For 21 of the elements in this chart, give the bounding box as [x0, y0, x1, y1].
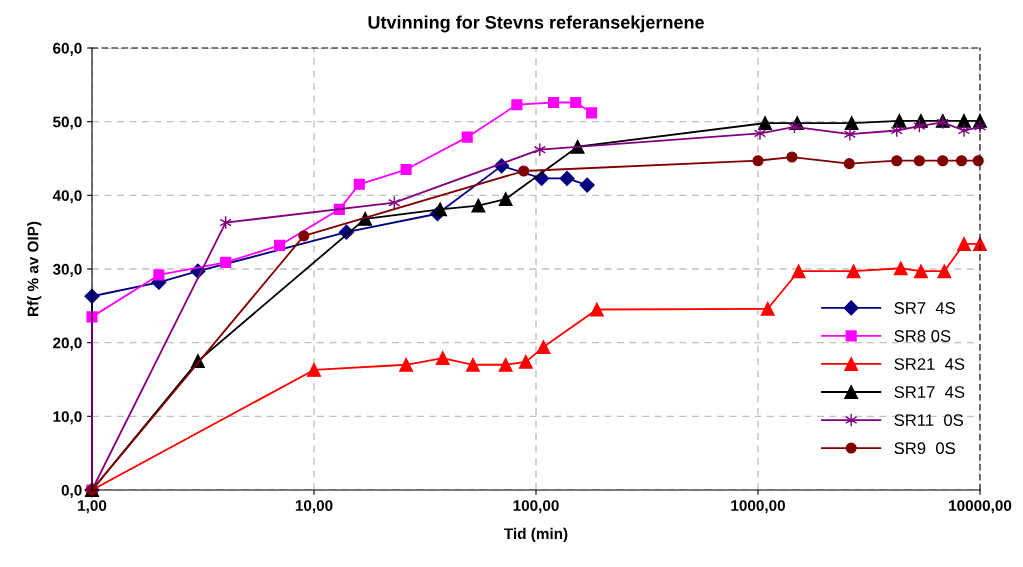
- x-tick-label: 10000,00: [949, 500, 1012, 514]
- y-tick-label: 50,0: [53, 116, 82, 130]
- chart-title: Utvinning for Stevns referansekjernene: [368, 15, 704, 33]
- y-tick-label: 60,0: [53, 42, 82, 56]
- y-axis-title: Rf( % av OIP): [27, 221, 42, 316]
- legend-label: SR8 0S: [894, 330, 951, 342]
- x-axis-title: Tid (min): [504, 527, 568, 543]
- x-tick-label: 1000,00: [731, 500, 785, 514]
- x-tick-label: 1,00: [78, 500, 107, 514]
- y-tick-label: 30,0: [52, 263, 82, 277]
- y-tick-label: 40,0: [52, 190, 82, 204]
- legend-label: SR21 4S: [894, 358, 965, 370]
- y-tick-label: 0,0: [61, 484, 82, 498]
- y-tick-label: 10,0: [53, 411, 82, 425]
- y-tick-label: 20,0: [53, 337, 82, 351]
- legend-label: SR11 0S: [894, 414, 964, 427]
- legend-label: SR7 4S: [894, 302, 955, 314]
- x-tick-label: 100,00: [513, 500, 559, 514]
- legend-label: SR9 0S: [894, 442, 955, 455]
- legend-label: SR17 4S: [894, 386, 965, 398]
- x-tick-label: 10,00: [295, 500, 333, 514]
